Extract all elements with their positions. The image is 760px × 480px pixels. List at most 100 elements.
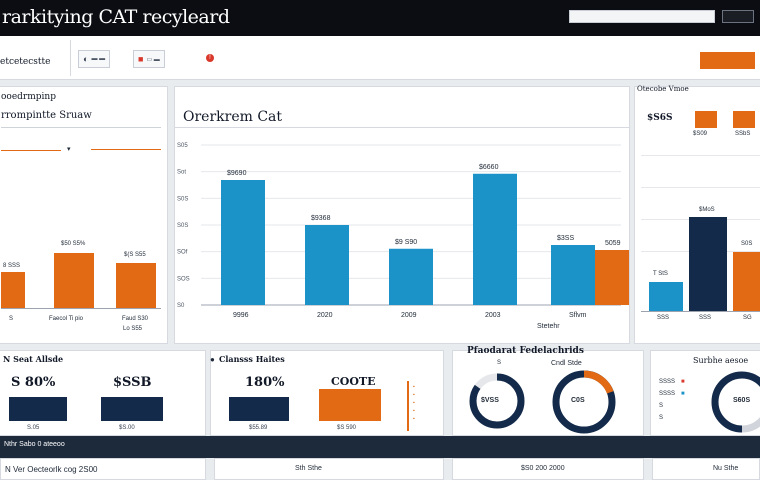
kpi-4-sub: $S 590 — [337, 425, 357, 431]
notification-dot-icon[interactable]: ! — [206, 54, 214, 62]
center-y-tick-5: SOS — [177, 276, 190, 282]
center-data-label-0: $9690 — [227, 170, 247, 177]
toolbar-tool-1[interactable]: ◐ ▬ ▬ — [78, 50, 111, 68]
center-bar-blue-3 — [473, 173, 517, 305]
center-data-label-1: $9368 — [311, 215, 331, 222]
center-x-label-2: 2009 — [401, 312, 417, 319]
toolbar-tool-2-mark: ▭ ▬ — [146, 56, 160, 63]
top-bar-button[interactable] — [722, 10, 754, 23]
center-bar-blue-4 — [551, 245, 595, 305]
right-panel: Otecobe Vmoe $S6S $S09 SSbS $MoS T StS S… — [634, 85, 760, 344]
left-trend-line-b — [91, 149, 161, 150]
right-bar-2 — [689, 217, 727, 311]
kpi-scale-bar — [407, 381, 409, 431]
title-bar: rarkitying CAT recyleard — [0, 0, 760, 36]
center-bar-chart: S05 Sot S0S S0S SOf SOS S0 $9690 9996 $9368 2020 $9… — [177, 143, 629, 319]
legend-4: S — [659, 415, 664, 421]
kpi-3-value: 180% — [245, 375, 285, 390]
center-chart-caption: Stetehr — [537, 323, 560, 330]
right-x-label-2: SSS — [699, 315, 712, 321]
left-bar-label-1: 8 SSS — [3, 263, 21, 269]
donut-1-label: $VSS — [481, 397, 499, 404]
center-title-divider — [175, 127, 629, 128]
center-chart-panel: Orerkrem Cat S05 Sot S0S S0S SOf SOS S0 $9690 99… — [174, 86, 630, 344]
left-x-label-1: S — [9, 316, 14, 322]
left-x-axis — [1, 308, 161, 309]
kpi-card-1-title: N Seat Allsde — [3, 354, 64, 364]
toolbar: etcetecstte ◐ ▬ ▬ ■ ▭ ▬ ! — [0, 36, 760, 80]
center-chart-title: Orerkrem Cat — [183, 109, 283, 125]
center-bar-orange-4 — [595, 250, 629, 305]
left-bar-1 — [1, 272, 25, 308]
kpi-2-bar — [101, 397, 163, 421]
center-x-label-3: 2003 — [485, 312, 501, 319]
kpi-4-bar — [319, 389, 381, 421]
chevron-down-icon[interactable]: ▾ — [67, 146, 71, 153]
primary-action-button[interactable] — [700, 52, 755, 69]
right-donut-card: Surbhe aesoe SSSS SSSS S S ■ ■ S60S — [650, 350, 760, 436]
donut-card: Pfaodarat Fedelachrids S Cndl Stde $VSS … — [452, 346, 644, 436]
center-x-label-1: 2020 — [317, 312, 333, 319]
center-x-label-0: 9996 — [233, 312, 249, 319]
right-x-label-3: SG — [743, 315, 752, 321]
bottom-card-4-label: Nu Sthe — [713, 465, 739, 472]
kpi-card-revenue: N Seat Allsde S 80% $SSB S.05 $S.00 — [0, 350, 206, 436]
left-panel: ooedrmpinp rrompintte Sruaw ▾ 8 SSS $50 … — [0, 86, 168, 344]
bottom-card-2[interactable]: Sth Sthe — [214, 458, 444, 480]
center-y-tick-6: S0 — [177, 303, 185, 309]
legend-2: SSSS — [659, 391, 676, 397]
bottom-band — [0, 436, 760, 458]
legend-swatch-1: ■ — [681, 379, 685, 385]
right-grid-2 — [641, 187, 760, 188]
legend-1: SSSS — [659, 379, 676, 385]
center-y-tick-2: S0S — [177, 196, 188, 202]
bottom-card-4[interactable]: Nu Sthe — [652, 458, 760, 480]
donut-card-title: Pfaodarat Fedelachrids — [467, 346, 584, 356]
center-y-tick-4: SOf — [177, 250, 188, 256]
center-y-tick-0: S05 — [177, 143, 188, 149]
palette-icon: ◐ — [83, 54, 89, 64]
right-grid-1 — [641, 155, 760, 156]
search-input[interactable] — [569, 10, 715, 23]
right-donut-title: Surbhe aesoe — [693, 356, 749, 365]
left-x-label-2: Faecol Ti pio — [49, 316, 84, 322]
bottom-card-3-label: $S0 200 2000 — [521, 465, 565, 472]
kpi-4-value: COOTE — [331, 375, 376, 388]
right-bar-3 — [733, 252, 760, 311]
toolbar-tool-2[interactable]: ■ ▭ ▬ — [133, 50, 165, 68]
right-donut-label: S60S — [733, 397, 751, 404]
right-bar-label-2: T StS — [653, 271, 668, 277]
left-bar-label-3: $(S S55 — [124, 252, 146, 258]
bottom-card-1[interactable]: N Ver Oecteorlk cog 2S00 — [0, 458, 206, 480]
center-x-label-4: Sflvm — [569, 312, 587, 319]
left-panel-subtitle: rrompintte Sruaw — [1, 110, 92, 121]
toolbar-label: etcetecstte — [0, 57, 51, 67]
kpi-1-sub: S.05 — [27, 425, 40, 431]
right-x-axis — [641, 311, 760, 312]
left-bar-2 — [54, 253, 94, 308]
right-chip-1-label: $S09 — [693, 131, 708, 137]
left-panel-divider — [1, 127, 161, 128]
right-bar-1 — [649, 282, 683, 311]
kpi-3-sub: $55.89 — [249, 425, 268, 431]
left-trend-line-a — [1, 150, 61, 151]
kpi-1-bar — [9, 397, 67, 421]
bullet-icon: ● — [210, 355, 215, 364]
center-data-label-2: $9 S90 — [395, 239, 417, 246]
toolbar-divider — [70, 40, 71, 76]
right-x-label-1: SSS — [657, 315, 670, 321]
bottom-card-2-label: Sth Sthe — [295, 465, 322, 472]
right-panel-header: Otecobe Vmoe — [637, 85, 689, 93]
right-bar-label-1: $MoS — [699, 207, 715, 213]
left-x-caption: Lo S55 — [123, 326, 143, 332]
shape-icon: ■ — [138, 54, 144, 64]
donut-2 — [552, 370, 616, 434]
right-chip-2[interactable] — [733, 111, 755, 128]
app-title: rarkitying CAT recyleard — [2, 6, 230, 28]
kpi-card-conversion: ● Clansss Haites 180% COOTE $55.89 $S 59… — [210, 350, 444, 436]
right-chip-1[interactable] — [695, 111, 717, 128]
donut-2-caption: Cndl Stde — [551, 360, 582, 367]
bottom-card-3[interactable]: $S0 200 2000 — [452, 458, 644, 480]
right-panel-sub: $S6S — [647, 113, 673, 123]
legend-swatch-2: ■ — [681, 391, 685, 397]
